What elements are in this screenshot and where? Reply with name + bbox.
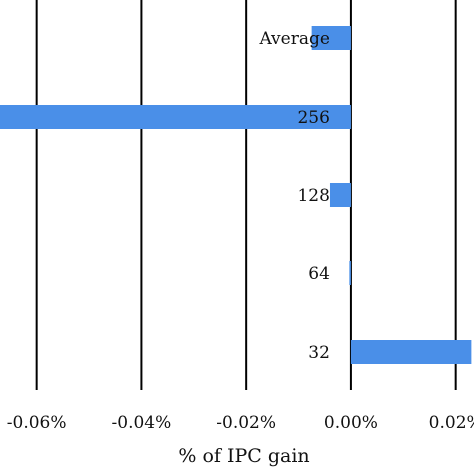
x-tick-label: 0.00% bbox=[324, 413, 378, 433]
category-label: 256 bbox=[297, 108, 329, 128]
x-axis-title: % of IPC gain bbox=[178, 445, 309, 467]
category-labels: Average 256 128 64 32 bbox=[258, 29, 329, 363]
category-label: 32 bbox=[308, 343, 330, 363]
bar-64 bbox=[349, 261, 351, 285]
bar-256 bbox=[0, 105, 351, 129]
x-tick-label: -0.04% bbox=[112, 413, 172, 433]
category-label: 64 bbox=[308, 264, 330, 284]
bar-128 bbox=[329, 183, 351, 207]
category-label: 128 bbox=[297, 186, 329, 206]
bar-average bbox=[311, 26, 351, 50]
x-tick-label: -0.06% bbox=[7, 413, 67, 433]
category-label: Average bbox=[258, 29, 329, 49]
gridlines bbox=[35, 0, 457, 390]
bar-32 bbox=[350, 340, 472, 364]
x-tick-labels: -0.06% -0.04% -0.02% 0.00% 0.02% bbox=[7, 413, 474, 433]
x-tick-label: -0.02% bbox=[216, 413, 276, 433]
x-tick-label: 0.02% bbox=[429, 413, 474, 433]
bars bbox=[0, 26, 472, 364]
